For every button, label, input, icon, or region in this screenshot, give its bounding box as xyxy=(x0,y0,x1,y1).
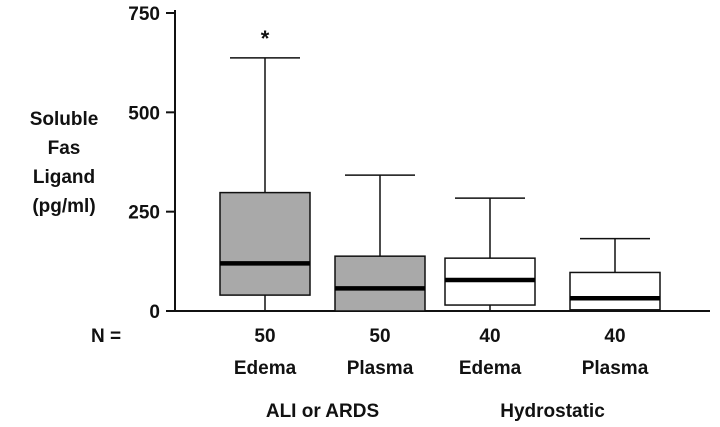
group-label: Hydrostatic xyxy=(500,401,605,422)
n-count: 40 xyxy=(604,326,625,347)
iqr-box xyxy=(334,255,426,312)
y-axis-label-line: Fas xyxy=(48,138,81,159)
n-count: 50 xyxy=(369,326,390,347)
group-label: ALI or ARDS xyxy=(266,401,379,422)
y-axis-label-line: Ligand xyxy=(33,167,95,188)
box-plot-3 xyxy=(444,197,536,311)
y-axis-label-line: Soluble xyxy=(30,109,99,130)
box-plot-4 xyxy=(569,237,661,311)
y-axis-label: Soluble Fas Ligand (pg/ml) xyxy=(30,109,99,217)
significance-marker: * xyxy=(261,26,270,51)
x-category-label: Edema xyxy=(459,358,522,379)
x-category-label: Plasma xyxy=(347,358,414,379)
y-tick-label: 0 xyxy=(149,302,160,323)
n-count: 50 xyxy=(254,326,275,347)
x-category-label: Plasma xyxy=(582,358,649,379)
iqr-box xyxy=(219,191,311,296)
box-plot-2 xyxy=(334,174,426,312)
y-tick-label: 750 xyxy=(128,4,160,25)
y-tick-label: 250 xyxy=(128,203,160,224)
box-plot-1: * xyxy=(219,26,311,311)
x-category-label: Edema xyxy=(234,358,297,379)
y-axis-label-line: (pg/ml) xyxy=(32,196,95,217)
n-count: 40 xyxy=(479,326,500,347)
n-label: N = xyxy=(91,326,121,347)
y-tick-label: 500 xyxy=(128,103,160,124)
iqr-box xyxy=(569,271,661,311)
